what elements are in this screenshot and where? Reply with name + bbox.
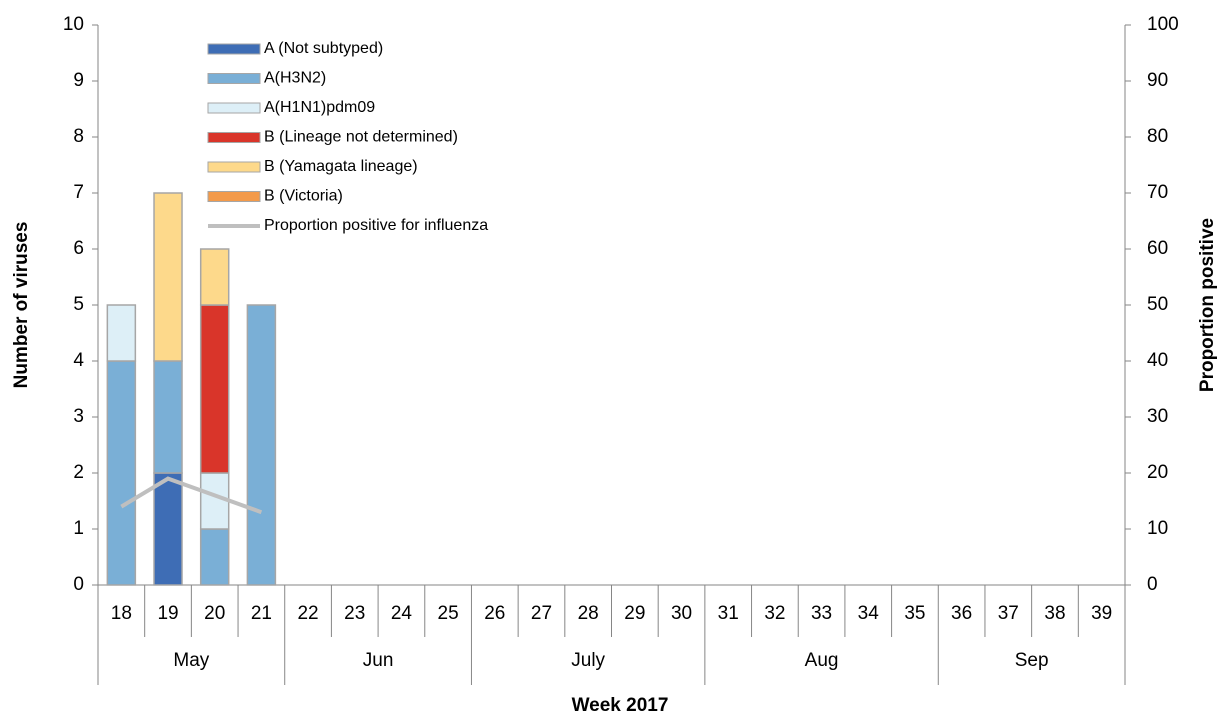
y2-tick-label: 70: [1147, 182, 1168, 203]
legend-label: Proportion positive for influenza: [264, 217, 488, 234]
bar-segment: [199, 528, 230, 586]
legend-swatch: [207, 73, 261, 84]
x-tick-label: 34: [858, 603, 880, 624]
y-axis-title: Number of viruses: [11, 222, 32, 389]
legend-swatch: [207, 132, 261, 143]
y-tick-label: 3: [73, 406, 84, 427]
legend-label: B (Yamagata lineage): [264, 158, 418, 175]
x-tick-label: 31: [718, 603, 739, 624]
legend-swatch: [207, 102, 261, 114]
legend-label: A (Not subtyped): [264, 40, 383, 57]
bar-segment: [153, 192, 183, 362]
x-tick-label: 19: [157, 603, 178, 624]
y2-tick-label: 40: [1147, 350, 1168, 371]
x-tick-label: 36: [951, 603, 972, 624]
y2-tick-label: 30: [1147, 406, 1168, 427]
line-series: [120, 476, 263, 515]
legend-swatch: [207, 161, 261, 173]
x-tick-label: 39: [1091, 603, 1112, 624]
x-axis-title: Week 2017: [572, 695, 669, 716]
x-tick-label: 24: [391, 603, 413, 624]
y-tick-label: 5: [73, 294, 84, 315]
bar-segment: [199, 248, 230, 306]
month-label: Sep: [1015, 650, 1049, 671]
x-tick-label: 27: [531, 603, 552, 624]
bar-segment: [199, 472, 230, 530]
y-tick-label: 1: [73, 518, 84, 539]
y2-tick-label: 90: [1147, 70, 1168, 91]
month-label: May: [173, 650, 209, 671]
x-tick-label: 30: [671, 603, 692, 624]
month-label: Jun: [363, 650, 394, 671]
legend: A (Not subtyped) A(H3N2) A(H1N1)pdm09 B (Li…: [207, 40, 488, 234]
month-label: July: [571, 650, 605, 671]
bar-segment: [106, 360, 137, 586]
x-tick-label: 29: [624, 603, 645, 624]
y-tick-label: 9: [73, 70, 84, 91]
bar-segment: [246, 304, 277, 586]
x-tick-label: 35: [904, 603, 925, 624]
legend-label: A(H1N1)pdm09: [264, 99, 375, 116]
y-tick-label: 2: [73, 462, 84, 483]
y2-tick-label: 20: [1147, 462, 1168, 483]
x-tick-label: 23: [344, 603, 365, 624]
y-tick-label: 10: [63, 14, 84, 35]
y2-tick-label: 100: [1147, 14, 1179, 35]
y2-tick-label: 10: [1147, 518, 1168, 539]
month-label: Aug: [805, 650, 839, 671]
x-tick-label: 20: [204, 603, 225, 624]
x-tick-label: 33: [811, 603, 832, 624]
y-tick-label: 8: [73, 126, 84, 147]
x-tick-label: 38: [1044, 603, 1065, 624]
x-tick-label: 26: [484, 603, 505, 624]
legend-swatch: [207, 43, 261, 55]
x-tick-label: 18: [111, 603, 132, 624]
y2-tick-label: 60: [1147, 238, 1168, 259]
y2-tick-label: 0: [1147, 574, 1158, 595]
y2-tick-label: 80: [1147, 126, 1168, 147]
bar-segment: [106, 304, 137, 362]
x-tick-label: 28: [578, 603, 599, 624]
x-tick-label: 37: [998, 603, 1019, 624]
x-tick-label: 25: [438, 603, 459, 624]
x-tick-label: 32: [764, 603, 785, 624]
x-tick-label: 22: [297, 603, 318, 624]
bar-segment: [153, 360, 183, 474]
y-tick-label: 4: [73, 350, 84, 371]
y2-axis-title: Proportion positive: [1197, 218, 1218, 392]
legend-label: B (Lineage not determined): [264, 129, 458, 146]
legend-label: A(H3N2): [264, 70, 326, 87]
y-tick-label: 6: [73, 238, 84, 259]
x-tick-label: 21: [251, 603, 272, 624]
y2-tick-label: 50: [1147, 294, 1168, 315]
legend-swatch: [207, 191, 261, 202]
legend-label: B (Victoria): [264, 188, 343, 205]
bar-segment: [199, 304, 230, 474]
y-tick-label: 0: [73, 574, 84, 595]
bar-segment: [153, 472, 183, 586]
y-tick-label: 7: [73, 182, 84, 203]
